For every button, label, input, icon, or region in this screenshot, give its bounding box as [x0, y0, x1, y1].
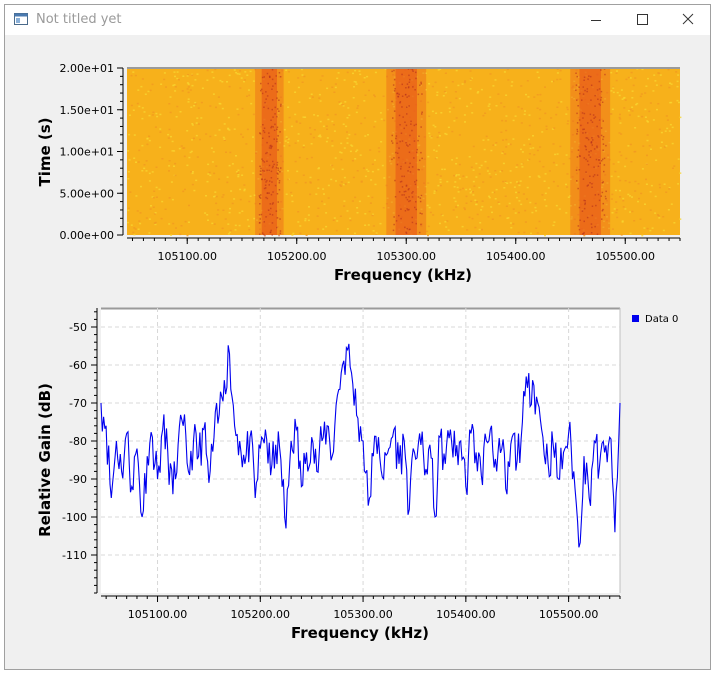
app-window: Not titled yet 2.00e+01 1.50e+01 1.00e+01 5…	[4, 4, 711, 670]
chart-plot-area	[101, 308, 620, 593]
spectrogram-x-tick-label: 105300.00	[376, 250, 436, 263]
spectrogram-y-tick-label: 0.00e+00	[60, 229, 114, 242]
chart-legend: Data 0	[632, 314, 678, 325]
maximize-icon	[637, 14, 648, 25]
plots-canvas: 2.00e+01 1.50e+01 1.00e+01 5.00e+00 0.00e+00…	[5, 35, 710, 669]
spectrogram-y-label: Time (s)	[36, 117, 54, 186]
title-bar[interactable]: Not titled yet	[5, 5, 710, 35]
legend-label-data-0: Data 0	[645, 314, 678, 325]
window-content: 2.00e+01 1.50e+01 1.00e+01 5.00e+00 0.00e+00…	[5, 35, 710, 669]
spectrogram-y-tick-label: 1.50e+01	[60, 104, 114, 117]
window-title: Not titled yet	[36, 12, 122, 27]
chart-y-tick-label: -60	[69, 359, 87, 372]
app-icon	[14, 13, 28, 25]
gain-chart: -50 -60 -70 -80 -90 -100 -110 105100.00 105200.0…	[36, 307, 678, 642]
chart-y-tick-label: -110	[62, 549, 87, 562]
chart-y-tick-label: -70	[69, 397, 87, 410]
spectrogram-y-tick-label: 5.00e+00	[60, 187, 114, 200]
spectrogram-x-label: Frequency (kHz)	[334, 266, 472, 284]
close-button[interactable]	[665, 5, 711, 35]
minimize-icon	[591, 20, 601, 21]
spectrogram-x-tick-label: 105100.00	[157, 250, 217, 263]
spectrogram-y-tick-label: 1.00e+01	[60, 146, 114, 159]
chart-x-tick-label: 105200.00	[231, 608, 291, 621]
chart-y-tick-label: -80	[69, 435, 87, 448]
maximize-button[interactable]	[619, 5, 665, 35]
legend-swatch-data-0	[632, 315, 639, 322]
chart-y-tick-label: -50	[69, 321, 87, 334]
chart-y-tick-label: -90	[69, 473, 87, 486]
chart-x-tick-label: 105500.00	[539, 608, 599, 621]
chart-x-tick-label: 105300.00	[333, 608, 393, 621]
close-icon	[682, 13, 694, 25]
chart-x-label: Frequency (kHz)	[291, 624, 429, 642]
spectrogram-x-tick-label: 105200.00	[267, 250, 327, 263]
chart-y-label: Relative Gain (dB)	[36, 383, 54, 537]
chart-x-tick-label: 105100.00	[128, 608, 188, 621]
spectrogram-x-tick-label: 105400.00	[486, 250, 546, 263]
chart-y-tick-label: -100	[62, 511, 87, 524]
spectrogram-y-tick-label: 2.00e+01	[60, 62, 114, 75]
series-line-data-0	[100, 343, 621, 548]
chart-x-tick-label: 105400.00	[436, 608, 496, 621]
spectrogram-x-tick-label: 105500.00	[595, 250, 655, 263]
minimize-button[interactable]	[573, 5, 619, 35]
